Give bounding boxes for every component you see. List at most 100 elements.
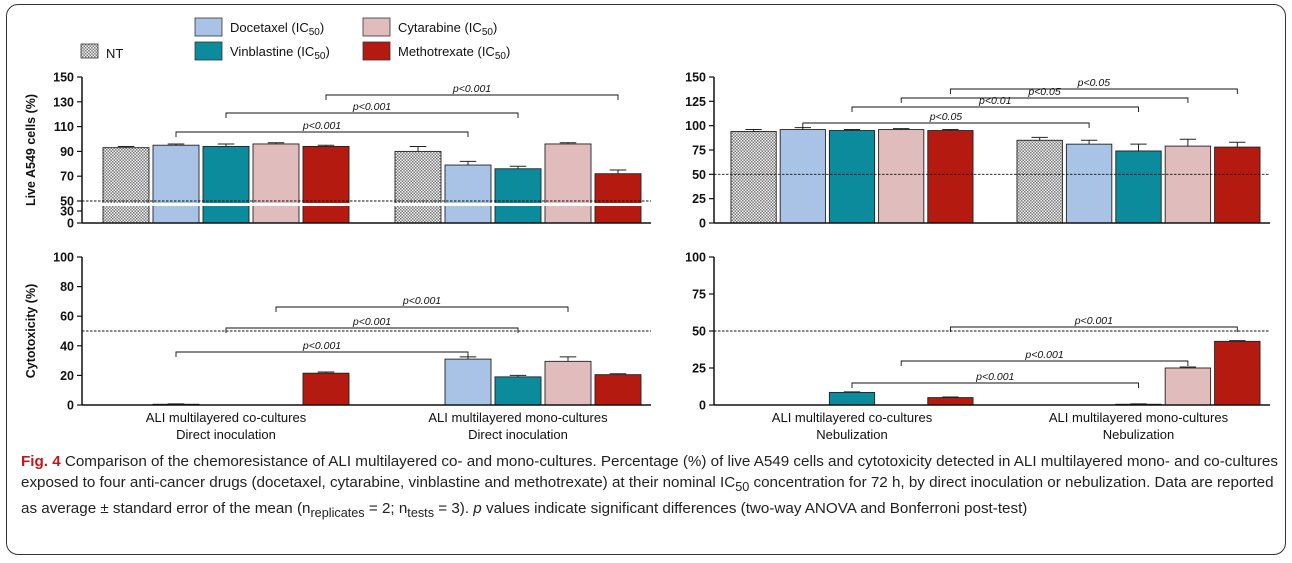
- y-tick-label: 0: [67, 399, 74, 413]
- legend-label: NT: [106, 46, 123, 61]
- y-tick-label: 0: [67, 217, 74, 231]
- category-label: ALI multilayered co-cultures: [772, 410, 933, 425]
- significance-bracket: [175, 131, 469, 137]
- legend-label: Docetaxel (IC50): [230, 20, 324, 38]
- bar-vinblastine: [828, 391, 876, 406]
- significance-bracket: [851, 382, 1139, 388]
- bar-methotrexate: [594, 173, 642, 224]
- caption-p: p: [473, 500, 482, 518]
- y-tick-label: 130: [53, 95, 74, 109]
- chart-panel-cytotox-direct: Cytotoxicity (%) 0 20 40 60 80 100 p<0.001 p<0.0…: [24, 251, 651, 442]
- significance-bracket: [949, 326, 1238, 332]
- legend-swatch: [194, 17, 223, 37]
- significance-bracket: [325, 94, 619, 100]
- bar-cytarabine: [252, 143, 300, 224]
- caption-text-2: concentration for 72 h, by direct inocul…: [21, 474, 1274, 518]
- significance-bracket: [900, 97, 1189, 103]
- bar-cytarabine: [1164, 367, 1212, 406]
- significance-bracket: [802, 122, 1090, 128]
- p-value-label: p<0.001: [302, 120, 341, 132]
- significance-bracket: [900, 360, 1189, 366]
- figure-frame: NT Docetaxel (IC50) Vinblastine (IC50) Cyta…: [6, 4, 1286, 555]
- y-tick-label: 70: [60, 170, 74, 184]
- y-tick-label: 75: [692, 144, 706, 158]
- caption-label: Fig. 4: [21, 453, 61, 470]
- bar-methotrexate: [927, 130, 974, 224]
- p-value-label: p<0.001: [975, 371, 1014, 383]
- y-tick-label: 110: [54, 120, 74, 134]
- p-value-label: p<0.001: [1024, 349, 1063, 361]
- bar-methotrexate: [1214, 146, 1261, 224]
- p-value-label: p<0.001: [352, 101, 391, 113]
- caption-text-5: values indicate significant differences …: [481, 500, 1028, 518]
- p-value-label: p<0.05: [1027, 86, 1061, 98]
- y-tick-label: 150: [685, 71, 706, 85]
- legend: NT Docetaxel (IC50) Vinblastine (IC50) Cyta…: [80, 17, 510, 62]
- bar-methotrexate: [927, 397, 974, 406]
- y-tick-label: 100: [685, 119, 706, 133]
- legend-label: Vinblastine (IC50): [230, 44, 330, 62]
- y-tick-label: 90: [60, 145, 74, 159]
- bar-vinblastine: [494, 168, 542, 224]
- y-tick-label: 30: [60, 205, 74, 219]
- category-label: ALI multilayered mono-cultures: [428, 410, 608, 425]
- bar-methotrexate: [1214, 340, 1261, 406]
- category-label: ALI multilayered mono-cultures: [1049, 410, 1229, 425]
- legend-swatch: [194, 41, 223, 61]
- y-tick-label: 100: [685, 251, 706, 265]
- bar-nt: [394, 150, 442, 224]
- legend-label: Cytarabine (IC50): [398, 20, 497, 38]
- figure-chart: NT Docetaxel (IC50) Vinblastine (IC50) Cyta…: [24, 17, 1270, 442]
- bar-nt: [730, 131, 777, 224]
- p-value-label: p<0.001: [302, 340, 341, 352]
- category-label: Nebulization: [816, 427, 888, 442]
- y-tick-label: 0: [699, 217, 706, 231]
- legend-swatch: [362, 17, 391, 37]
- bar-vinblastine: [828, 130, 876, 224]
- bar-methotrexate: [594, 374, 642, 406]
- caption-sub-3: tests: [407, 506, 435, 521]
- p-value-label: p<0.001: [352, 316, 391, 328]
- bar-docetaxel: [444, 358, 492, 406]
- y-tick-label: 25: [692, 362, 706, 376]
- y-tick-label: 125: [685, 95, 706, 109]
- p-value-label: p<0.001: [402, 295, 441, 307]
- chart-panel-cytotox-nebulization: 0 25 50 75 100 p<0.001 p<0.001 p<0.001 ALI multi…: [685, 251, 1270, 442]
- y-tick-label: 50: [692, 325, 706, 339]
- caption-sub-1: 50: [735, 480, 750, 495]
- bar-vinblastine: [494, 376, 542, 406]
- bar-docetaxel: [152, 144, 200, 224]
- p-value-label: p<0.001: [1074, 315, 1113, 327]
- bar-docetaxel: [444, 164, 492, 224]
- significance-bracket: [949, 88, 1238, 94]
- bar-cytarabine: [544, 360, 592, 406]
- chart-panel-live-nebulization: 0 25 50 75 100 125 150 p<0.05 p<0.01 p<0.05 p<0.05: [685, 71, 1270, 231]
- significance-bracket: [225, 327, 519, 333]
- significance-bracket: [275, 306, 569, 312]
- p-value-label: p<0.01: [978, 95, 1011, 107]
- bar-cytarabine: [544, 143, 592, 224]
- bar-docetaxel: [779, 129, 826, 224]
- bar-cytarabine: [878, 129, 925, 224]
- bar-methotrexate: [302, 372, 350, 406]
- y-axis-label: Live A549 cells (%): [24, 94, 38, 206]
- p-value-label: p<0.001: [452, 83, 491, 95]
- y-tick-label: 60: [60, 310, 74, 324]
- y-tick-label: 80: [60, 280, 74, 294]
- p-value-label: p<0.05: [929, 111, 963, 123]
- significance-bracket: [225, 112, 519, 118]
- significance-bracket: [175, 351, 469, 357]
- bar-nt: [1016, 139, 1063, 224]
- bar-vinblastine: [1115, 150, 1162, 224]
- bar-methotrexate: [302, 145, 350, 224]
- figure-caption: Fig. 4 Comparison of the chemoresistance…: [21, 451, 1283, 524]
- category-label: Nebulization: [1103, 427, 1175, 442]
- y-axis-label: Cytotoxicity (%): [24, 284, 38, 378]
- category-label: Direct inoculation: [176, 427, 276, 442]
- y-tick-label: 40: [60, 339, 74, 353]
- bar-nt: [102, 147, 150, 224]
- y-tick-label: 50: [60, 195, 74, 209]
- caption-text-1: Comparison of the chemoresistance of ALI…: [21, 453, 1278, 491]
- legend-swatch: [80, 43, 99, 59]
